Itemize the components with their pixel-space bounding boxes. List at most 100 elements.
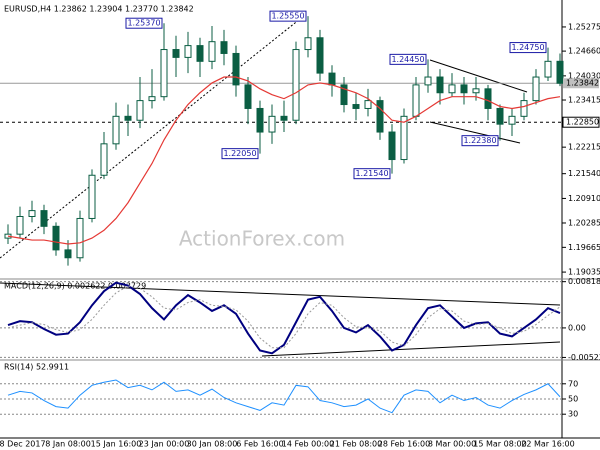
annotation-label: 1.25370 <box>127 19 160 28</box>
x-tick-label: 30 Jan 08:00 <box>187 440 238 449</box>
x-tick-label: 8 Jan 08:00 <box>45 440 91 449</box>
y-tick-label: 1.20285 <box>568 218 600 227</box>
trend-line <box>429 59 528 93</box>
x-tick-label: 8 Mar 00:00 <box>428 440 476 449</box>
candle-body <box>196 45 204 62</box>
candle-body <box>544 60 552 78</box>
candle-body <box>256 107 264 133</box>
candle-body <box>244 84 252 109</box>
y-tick-label: 1.19665 <box>568 243 600 252</box>
x-tick-label: 28 Dec 2017 <box>0 440 46 449</box>
candle-body <box>208 41 216 62</box>
y-tick-label: 1.19035 <box>568 268 600 277</box>
candle-body <box>376 100 384 133</box>
candle-body <box>268 115 276 133</box>
candle-body <box>400 115 408 161</box>
annotation-box <box>269 10 307 22</box>
x-tick-label: 23 Jan 00:00 <box>139 440 190 449</box>
candle-body <box>28 210 36 218</box>
candle-body <box>472 88 480 94</box>
x-tick-label: 14 Feb 00:00 <box>282 440 334 449</box>
moving-average <box>7 76 561 245</box>
candle-body <box>412 84 420 117</box>
trend-line <box>0 14 306 259</box>
y-tick-label: 1.25275 <box>568 22 600 31</box>
candle-body <box>88 174 96 219</box>
candle-body <box>496 107 504 125</box>
candle-body <box>64 249 72 259</box>
candle-body <box>520 100 528 117</box>
candle-body <box>484 88 492 109</box>
annotation-box <box>125 17 163 29</box>
x-tick-label: 28 Feb 16:00 <box>378 440 430 449</box>
annotation-label: 1.22380 <box>463 136 496 145</box>
annotation-box <box>461 135 499 147</box>
y-tick-label: 1.24030 <box>568 71 600 80</box>
y-tick-label: 30 <box>568 410 578 419</box>
trend-line <box>261 341 561 357</box>
candle-body <box>328 72 336 86</box>
candle-body <box>316 37 324 74</box>
annotation-label: 1.24450 <box>391 55 424 64</box>
y-tick-label: 1.21540 <box>568 169 600 178</box>
y-tick-label: 0.00 <box>568 323 586 332</box>
indicator-line <box>7 281 561 355</box>
x-tick-label: 15 Jan 16:00 <box>91 440 142 449</box>
candle-body <box>232 52 240 86</box>
y-tick-label: 0.008182 <box>568 277 600 286</box>
candle-body <box>304 37 312 51</box>
candle-body <box>556 60 564 84</box>
annotation-label: 1.25550 <box>271 12 304 21</box>
candle-body <box>16 216 24 235</box>
candle-body <box>124 115 132 121</box>
candle-body <box>172 49 180 58</box>
candle-body <box>460 84 468 94</box>
trend-line <box>429 121 521 144</box>
current-label: 1.23842 <box>566 79 599 88</box>
watermark: ActionForex.com <box>179 227 345 251</box>
level-label: 1.22850 <box>566 118 599 127</box>
x-tick-label: 21 Feb 08:00 <box>330 440 382 449</box>
candle-body <box>280 115 288 121</box>
candle-body <box>52 225 60 251</box>
y-tick-label: 1.20910 <box>568 194 600 203</box>
annotation-box <box>353 168 391 180</box>
y-tick-label: 70 <box>568 379 578 388</box>
y-tick-label: 1.24660 <box>568 47 600 56</box>
y-tick-label: -0.005223 <box>568 353 600 362</box>
annotation-label: 1.21540 <box>355 169 388 178</box>
x-tick-label: 22 Mar 16:00 <box>521 440 574 449</box>
x-tick-label: 6 Feb 16:00 <box>236 440 283 449</box>
candle-body <box>436 76 444 94</box>
candle-body <box>424 76 432 86</box>
candle-body <box>364 100 372 109</box>
candle-body <box>160 49 168 98</box>
candle-body <box>532 76 540 102</box>
candle-body <box>352 104 360 109</box>
y-tick-label: 1.23415 <box>568 96 600 105</box>
candle-body <box>388 131 396 161</box>
candle-body <box>148 96 156 102</box>
candle-body <box>100 143 108 176</box>
annotation-box <box>389 53 427 65</box>
y-tick-label: 50 <box>568 395 578 404</box>
current-box <box>563 78 599 89</box>
indicator-line <box>7 379 561 414</box>
y-tick-label: 1.22215 <box>568 143 600 152</box>
annotation-box <box>509 42 547 54</box>
x-tick-label: 15 Mar 08:00 <box>473 440 526 449</box>
candle-body <box>76 217 84 259</box>
indicator-line <box>7 285 561 349</box>
level-box <box>562 116 600 128</box>
annotation-box <box>221 148 259 160</box>
macd-title: MACD(12,26,9) 0.002622 0.003729 <box>4 282 146 291</box>
candle-body <box>112 115 120 145</box>
rsi-title: RSI(14) 52.9911 <box>4 363 69 372</box>
annotation-label: 1.24750 <box>511 43 544 52</box>
candle-body <box>184 45 192 58</box>
candle-body <box>448 84 456 94</box>
annotation-label: 1.22050 <box>223 149 256 158</box>
trend-line <box>0 282 561 306</box>
